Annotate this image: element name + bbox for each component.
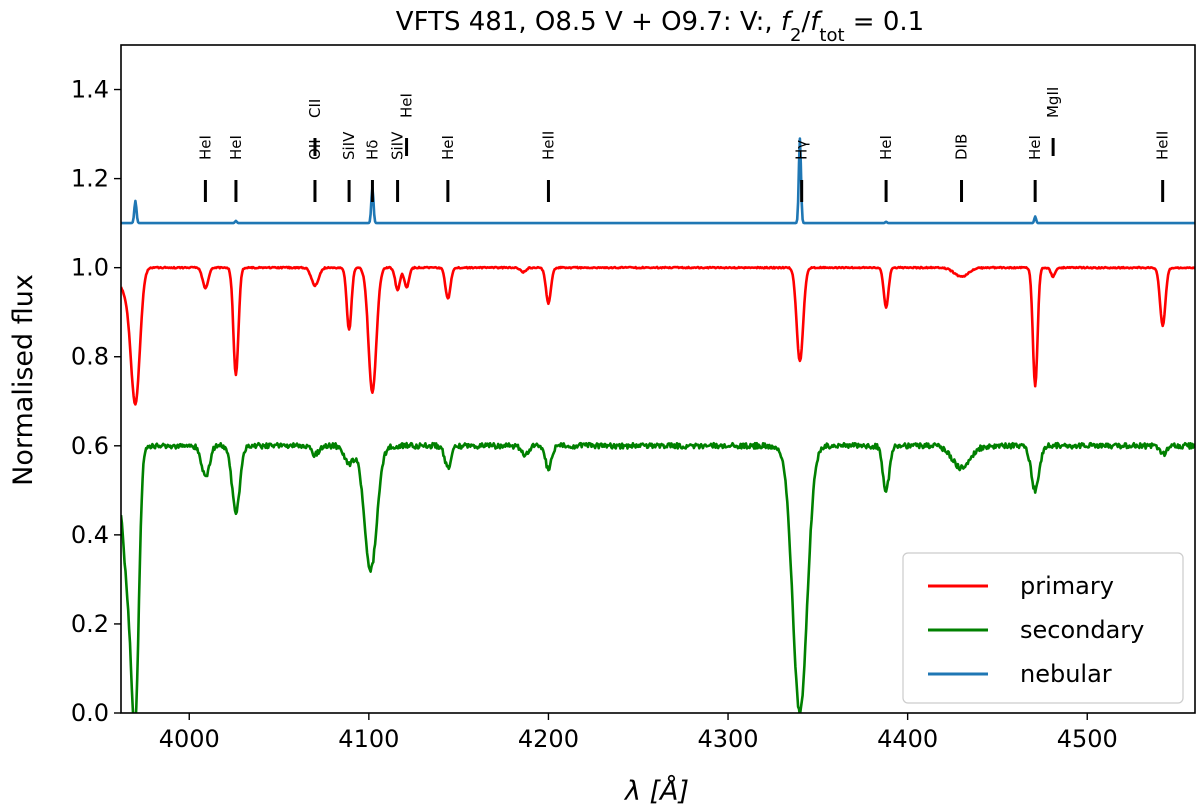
line-marker-label: HeI [398, 93, 416, 118]
line-marker-label: HeII [1154, 131, 1172, 160]
line-marker-label: HeI [1026, 135, 1044, 160]
plot-frame [120, 44, 1196, 714]
chart-title: VFTS 481, O8.5 V + O9.7: V:, f2/ftot = 0… [396, 7, 924, 46]
legend-label-secondary: secondary [1020, 616, 1144, 644]
line-marker-label: HeI [439, 135, 457, 160]
y-tick-label: 0.4 [71, 521, 109, 549]
y-tick-label: 0.2 [71, 610, 109, 638]
series-layer [121, 137, 1195, 713]
line-marker-label: HeI [227, 135, 245, 160]
line-marker-label: CII [306, 99, 324, 118]
x-tick-label: 4200 [518, 725, 579, 753]
x-tick-label: 4500 [1057, 725, 1118, 753]
y-axis-label: Normalised flux [8, 274, 39, 486]
line-marker-label: MgII [1044, 87, 1062, 118]
legend: primary secondary nebular [902, 552, 1184, 704]
line-markers: HeIHeIOIICIISiIVHδSiIVHeIHeIHeIIHγHeIDIB… [196, 87, 1172, 202]
line-marker-label: SiIV [340, 131, 358, 160]
y-tick-label: 0.0 [71, 699, 109, 727]
y-tick-label: 0.6 [71, 432, 109, 460]
x-axis-ticks: 4000 4100 4200 4300 4400 4500 [159, 713, 1118, 753]
legend-label-nebular: nebular [1020, 660, 1112, 688]
y-axis-ticks: 0.0 0.2 0.4 0.6 0.8 1.0 1.2 1.4 [71, 76, 121, 727]
x-tick-label: 4100 [338, 725, 399, 753]
legend-box [902, 552, 1184, 704]
x-tick-label: 4400 [877, 725, 938, 753]
line-marker-label: SiIV [389, 131, 407, 160]
x-tick-label: 4300 [698, 725, 759, 753]
line-marker-label: HeI [196, 135, 214, 160]
line-marker-label: HeII [539, 131, 557, 160]
x-tick-label: 4000 [159, 725, 220, 753]
y-tick-label: 1.4 [71, 76, 109, 104]
series-line-nebular [121, 137, 1195, 225]
y-tick-label: 1.2 [71, 165, 109, 193]
x-axis-label: λ [Å] [623, 775, 689, 807]
y-tick-label: 0.8 [71, 343, 109, 371]
legend-label-primary: primary [1020, 572, 1114, 600]
series-line-secondary [121, 441, 1195, 713]
line-marker-label: HeI [877, 135, 895, 160]
line-marker-label: DIB [953, 134, 971, 160]
y-tick-label: 1.0 [71, 254, 109, 282]
line-marker-label: Hγ [793, 140, 811, 160]
line-marker-label: Hδ [363, 140, 381, 160]
series-line-primary [121, 265, 1195, 406]
